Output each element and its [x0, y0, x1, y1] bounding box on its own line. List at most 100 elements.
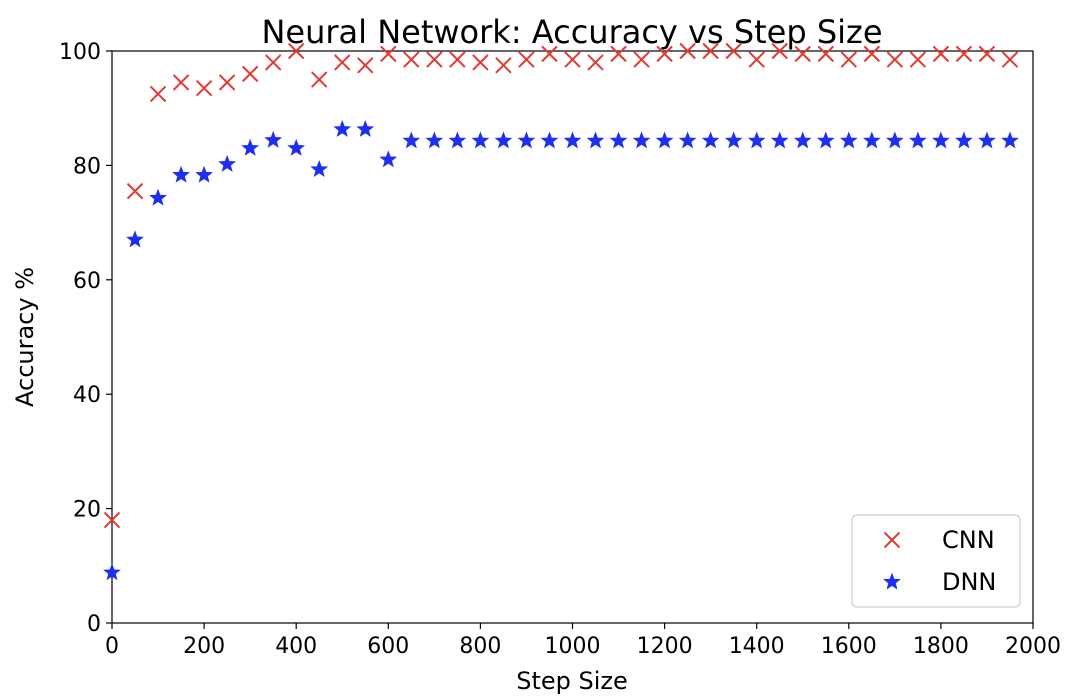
data-point-cnn [1001, 51, 1019, 68]
data-point-dnn [517, 131, 536, 149]
data-point-cnn [794, 45, 811, 63]
legend-swatch-dnn [883, 572, 901, 590]
data-point-cnn [610, 45, 627, 63]
data-point-dnn [402, 131, 421, 149]
data-point-cnn [472, 54, 489, 71]
data-point-dnn [241, 138, 260, 156]
data-point-cnn [218, 74, 236, 91]
data-point-cnn [357, 57, 374, 74]
data-point-cnn [264, 54, 282, 71]
data-point-dnn [839, 131, 858, 149]
data-point-dnn [172, 165, 190, 183]
data-point-cnn [863, 45, 881, 63]
y-tick-label: 20 [73, 498, 101, 523]
y-tick-label: 100 [59, 40, 101, 65]
data-point-dnn [379, 150, 398, 168]
legend-label-dnn: DNN [942, 568, 996, 596]
data-point-dnn [149, 188, 167, 206]
data-point-cnn [287, 42, 305, 60]
data-point-dnn [563, 131, 582, 149]
data-point-cnn [932, 45, 950, 63]
data-point-cnn [518, 51, 535, 68]
x-tick-label: 1400 [729, 634, 785, 659]
data-point-dnn [747, 131, 766, 149]
data-point-cnn [656, 45, 673, 63]
data-point-cnn [449, 51, 466, 68]
data-point-dnn [632, 131, 651, 149]
legend-marker-dnn [883, 572, 901, 590]
x-tick-label: 400 [275, 634, 317, 659]
data-point-dnn [264, 130, 283, 148]
data-series [103, 42, 1019, 581]
series-cnn [103, 42, 1019, 529]
data-point-cnn [679, 42, 696, 60]
x-axis-label: Step Size [516, 667, 628, 695]
data-point-cnn [633, 51, 650, 68]
data-point-cnn [978, 45, 996, 63]
y-axis-label: Accuracy % [11, 267, 39, 407]
data-point-dnn [287, 138, 306, 156]
data-point-dnn [586, 131, 605, 149]
data-point-cnn [426, 51, 443, 68]
data-point-dnn [885, 131, 904, 149]
data-point-cnn [380, 45, 397, 63]
y-tick-label: 40 [73, 383, 101, 408]
data-point-dnn [494, 131, 513, 149]
data-point-dnn [103, 563, 121, 581]
y-tick-label: 80 [73, 154, 101, 179]
data-point-dnn [701, 131, 720, 149]
y-axis: 0 20 40 60 80 100 [59, 40, 112, 637]
data-point-cnn [955, 45, 973, 63]
data-point-cnn [771, 42, 788, 60]
legend-swatch-cnn [883, 531, 901, 549]
data-point-cnn [149, 85, 167, 103]
series-dnn [103, 120, 1019, 581]
data-point-dnn [678, 131, 697, 149]
data-point-dnn [471, 131, 490, 149]
data-point-cnn [311, 71, 328, 88]
data-point-dnn [908, 131, 927, 149]
legend-marker-cnn [883, 531, 901, 549]
data-point-dnn [333, 120, 352, 137]
data-point-dnn [724, 131, 743, 149]
data-point-dnn [218, 154, 237, 172]
data-point-cnn [126, 182, 144, 200]
data-point-dnn [793, 131, 812, 149]
y-tick-label: 60 [73, 269, 101, 294]
data-point-dnn [425, 131, 444, 149]
chart-title: Neural Network: Accuracy vs Step Size [261, 13, 882, 51]
data-point-dnn [1001, 131, 1019, 149]
data-point-dnn [356, 120, 375, 137]
data-point-dnn [609, 131, 628, 149]
data-point-cnn [172, 74, 190, 91]
x-tick-label: 1200 [637, 634, 693, 659]
x-tick-label: 1000 [545, 634, 601, 659]
data-point-dnn [816, 131, 835, 149]
x-tick-label: 600 [367, 634, 409, 659]
data-point-cnn [103, 511, 121, 529]
data-point-dnn [955, 131, 973, 149]
legend-label-cnn: CNN [942, 526, 995, 554]
data-point-cnn [840, 51, 858, 68]
data-point-dnn [770, 131, 789, 149]
data-point-dnn [126, 230, 144, 248]
data-point-cnn [817, 45, 834, 63]
data-point-cnn [495, 57, 512, 74]
data-point-cnn [587, 54, 604, 71]
data-point-cnn [702, 42, 719, 60]
data-point-cnn [564, 51, 581, 68]
x-tick-label: 200 [183, 634, 225, 659]
data-point-cnn [334, 54, 351, 71]
data-point-cnn [241, 65, 259, 83]
data-point-cnn [403, 51, 420, 68]
data-point-dnn [448, 131, 467, 149]
x-tick-label: 1600 [821, 634, 877, 659]
data-point-dnn [195, 165, 213, 183]
x-axis: 0 200 400 600 800 1000 1200 1400 1600 1800 2000 [105, 623, 1061, 659]
data-point-cnn [725, 42, 742, 60]
data-point-cnn [541, 45, 558, 63]
data-point-cnn [886, 51, 904, 68]
x-tick-label: 800 [459, 634, 501, 659]
data-point-cnn [195, 79, 213, 97]
